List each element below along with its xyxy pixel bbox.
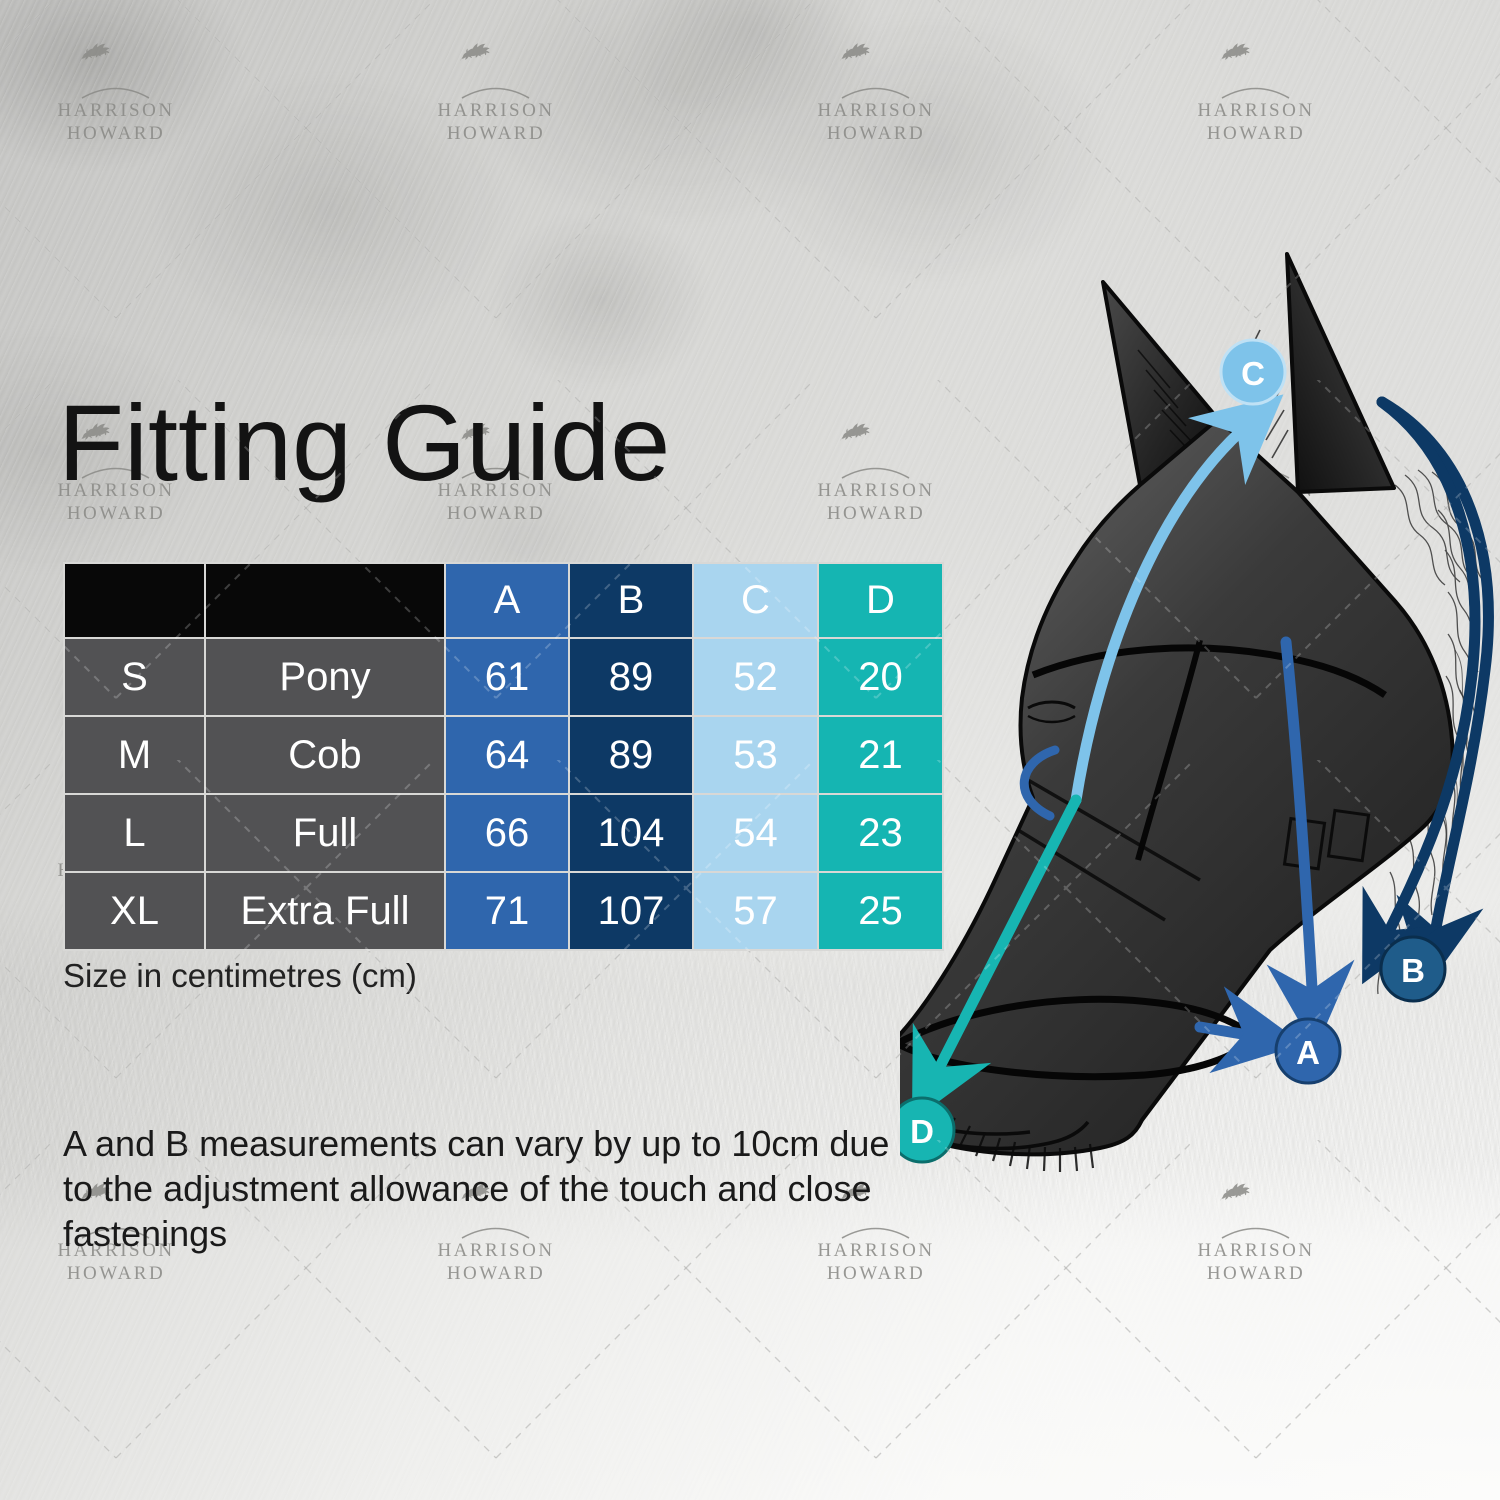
- svg-text:C: C: [1241, 355, 1265, 392]
- svg-text:A: A: [1296, 1034, 1320, 1071]
- svg-text:B: B: [1401, 952, 1425, 989]
